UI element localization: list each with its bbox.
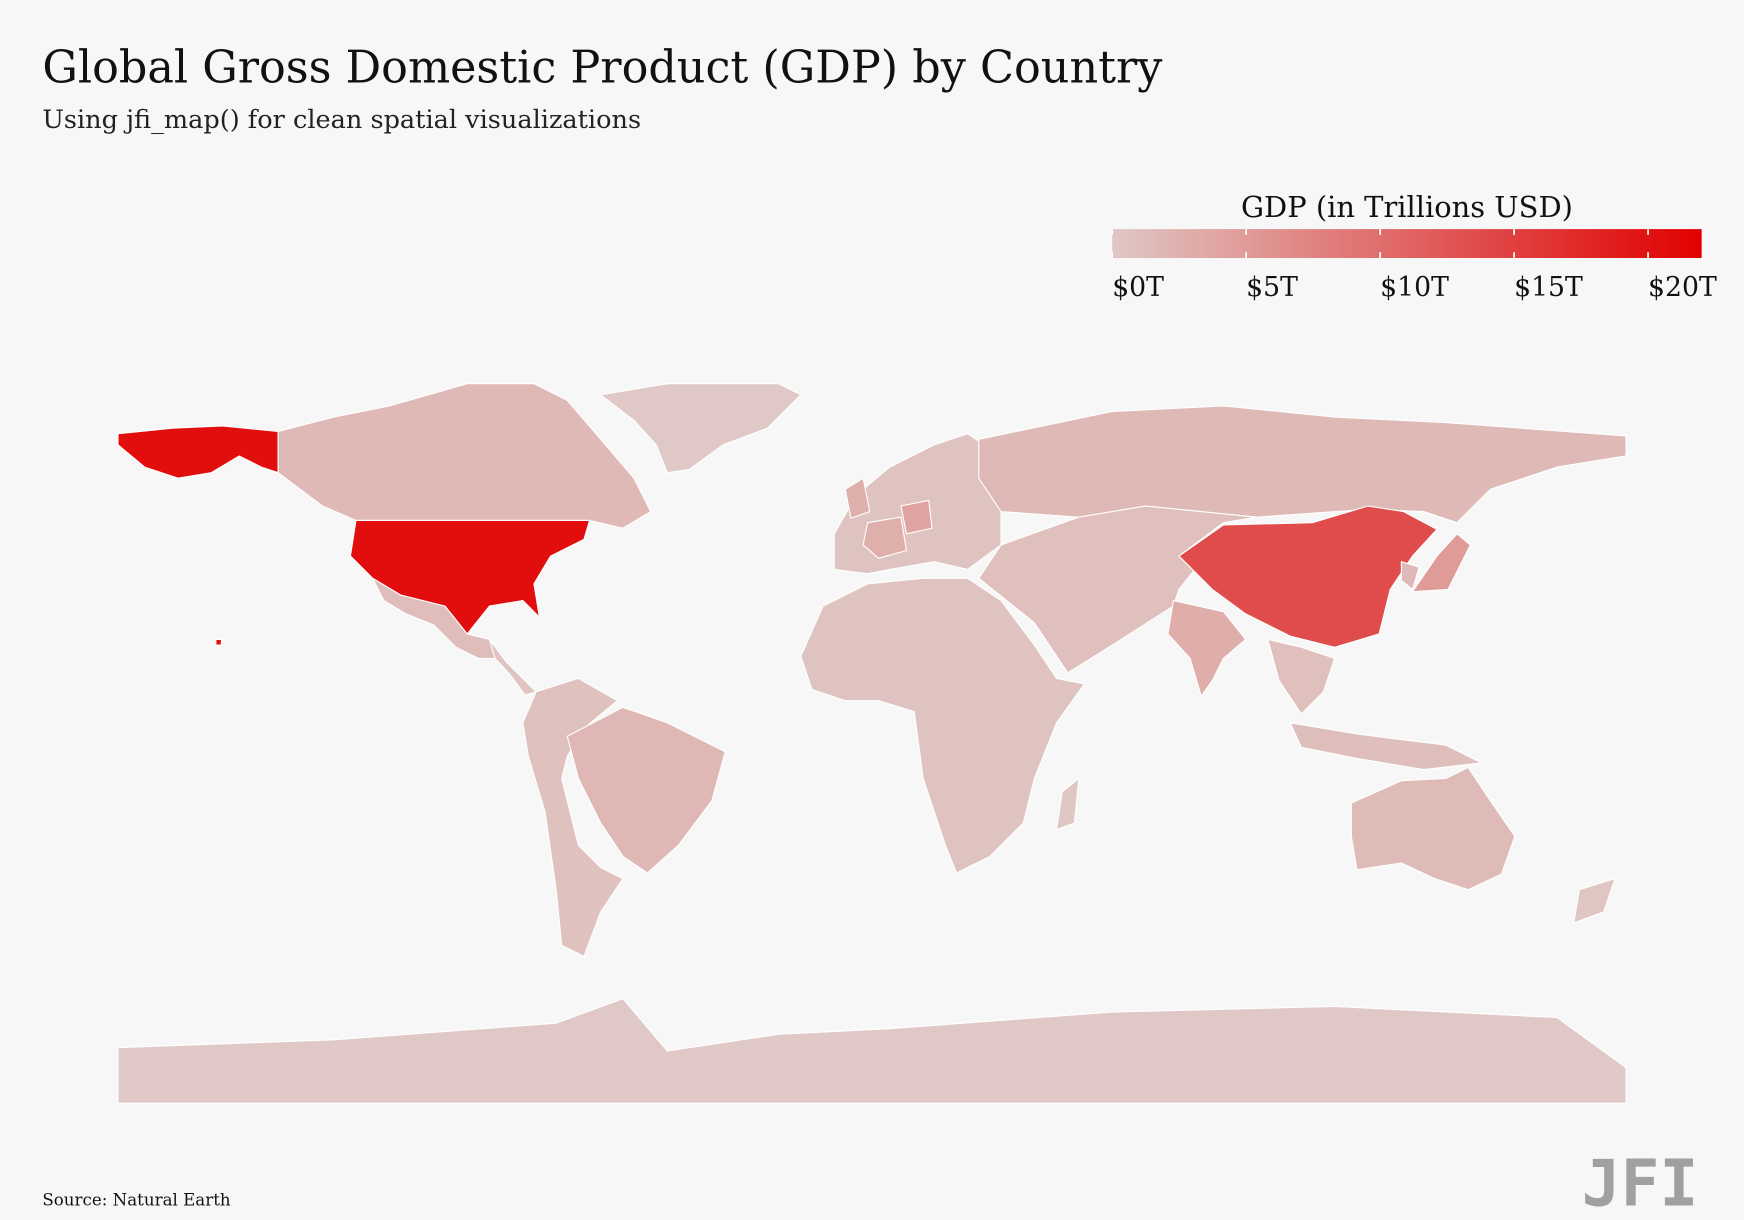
colorbar-tick-label: $0T — [1112, 272, 1164, 303]
colorbar-tick-label: $5T — [1246, 272, 1298, 303]
region — [1056, 777, 1080, 831]
logo: JFI — [1582, 1147, 1699, 1220]
region — [1289, 722, 1482, 771]
colorbar-tick-label: $10T — [1380, 272, 1449, 303]
region — [488, 638, 537, 696]
region — [978, 405, 1627, 524]
colorbar-tick-label: $20T — [1648, 272, 1717, 303]
region — [862, 516, 908, 559]
region — [1350, 766, 1516, 891]
region — [1573, 878, 1616, 924]
region — [117, 998, 1627, 1104]
region — [1411, 533, 1471, 593]
region — [900, 499, 933, 535]
region — [1400, 561, 1420, 590]
chart-subtitle: Using jfi_map() for clean spatial visual… — [42, 105, 641, 135]
region — [117, 425, 279, 479]
legend-title: GDP (in Trillions USD) — [1241, 190, 1573, 224]
region — [600, 383, 802, 474]
colorbar-tick-label: $15T — [1514, 272, 1583, 303]
map — [117, 383, 1627, 1104]
region — [372, 577, 502, 659]
region — [1267, 638, 1336, 715]
region — [215, 638, 222, 646]
source-note: Source: Natural Earth — [42, 1191, 231, 1210]
region — [978, 505, 1258, 674]
region — [566, 706, 726, 874]
region — [522, 677, 624, 957]
region — [1167, 599, 1247, 697]
region — [800, 577, 1085, 874]
region — [277, 383, 652, 529]
colorbar-ticks: $0T $5T $10T $15T $20T — [1111, 229, 1717, 303]
colorbar — [1112, 229, 1702, 259]
region — [844, 477, 871, 519]
chart-title: Global Gross Domestic Product (GDP) by C… — [42, 42, 1162, 93]
